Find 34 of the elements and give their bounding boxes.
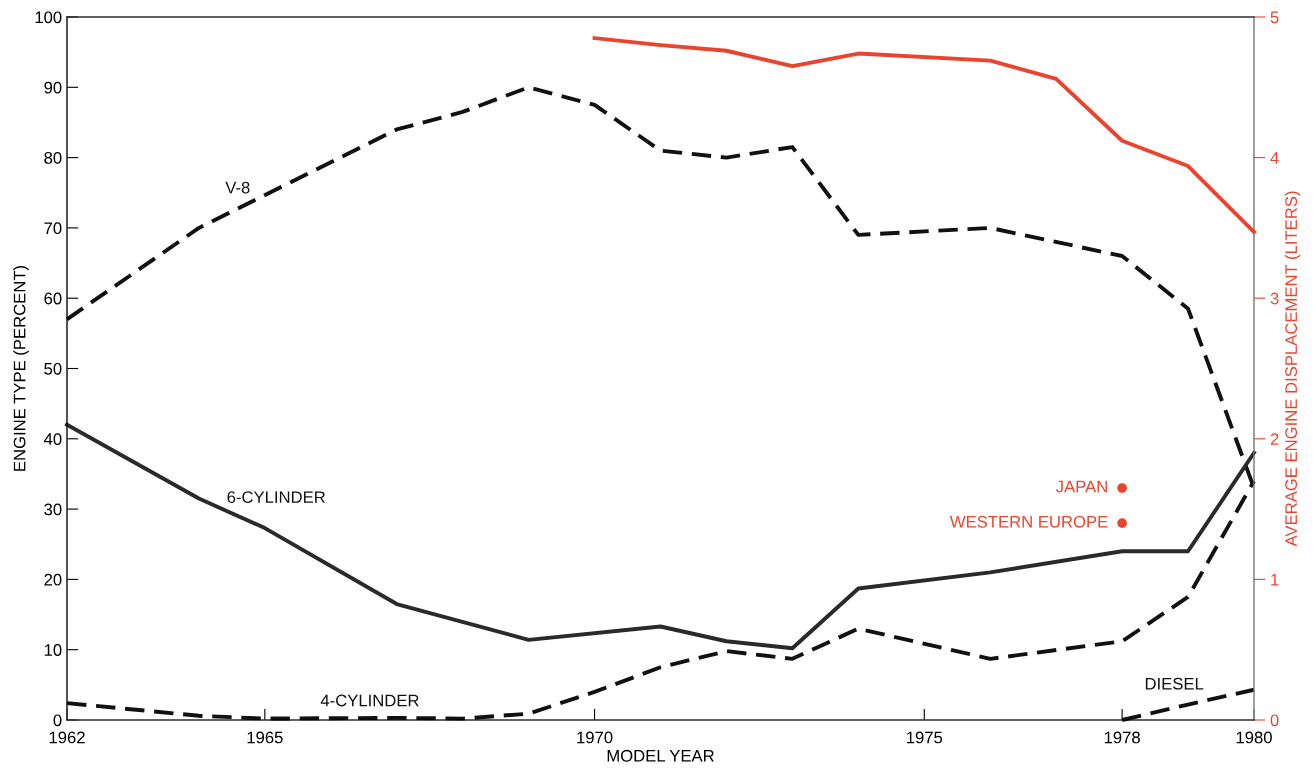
y-tick-label: 20 bbox=[44, 573, 62, 586]
y-tick-label: 100 bbox=[35, 11, 62, 24]
y2-tick-label: 5 bbox=[1270, 11, 1279, 24]
line-series bbox=[592, 36, 1256, 235]
x-tick-label: 1975 bbox=[907, 731, 943, 744]
y-tick-label: 70 bbox=[44, 222, 62, 235]
y-tick-label: 40 bbox=[43, 433, 62, 445]
y-tick-label: 0 bbox=[53, 714, 62, 727]
x-tick-label: 1965 bbox=[247, 731, 283, 744]
y2-tick-label: 2 bbox=[1270, 433, 1279, 445]
y-tick-label: 80 bbox=[44, 152, 62, 164]
y2-tick-label: 0 bbox=[1270, 714, 1279, 727]
y2-tick-label: 3 bbox=[1270, 292, 1279, 305]
y-tick-label: 90 bbox=[44, 81, 62, 94]
y-tick-label: 50 bbox=[44, 362, 62, 375]
x-tick-label: 1978 bbox=[1104, 731, 1140, 744]
series-label: 6-CYLINDER bbox=[227, 491, 325, 504]
x-tick-label: 1962 bbox=[49, 731, 85, 744]
series-label: DIESEL bbox=[1145, 677, 1204, 690]
series-label: V-8 bbox=[225, 181, 250, 194]
y2-tick-label: 1 bbox=[1271, 573, 1279, 586]
y-axis-title: ENGINE TYPE (PERCENT) bbox=[13, 265, 29, 471]
series-label: 4-CYLINDER bbox=[320, 694, 419, 707]
series-label: JAPAN bbox=[1055, 480, 1107, 493]
x-tick-label: 1970 bbox=[577, 731, 613, 744]
series-label: WESTERN EUROPE bbox=[949, 515, 1108, 528]
x-axis-title: MODEL YEAR bbox=[607, 749, 714, 762]
x-tick-label: 1980 bbox=[1236, 731, 1272, 744]
line-series bbox=[65, 422, 1256, 651]
y2-axis-title: AVERAGE ENGINE DISPLACEMENT (LITERS) bbox=[1284, 191, 1301, 547]
y2-tick-label: 4 bbox=[1270, 152, 1279, 164]
y-tick-label: 10 bbox=[44, 644, 62, 656]
y-tick-label: 30 bbox=[44, 503, 62, 516]
y-tick-label: 60 bbox=[44, 292, 62, 305]
